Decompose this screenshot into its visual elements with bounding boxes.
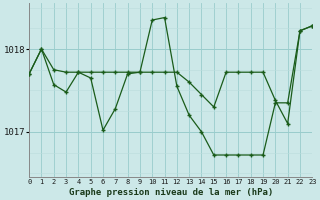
X-axis label: Graphe pression niveau de la mer (hPa): Graphe pression niveau de la mer (hPa) [68,188,273,197]
